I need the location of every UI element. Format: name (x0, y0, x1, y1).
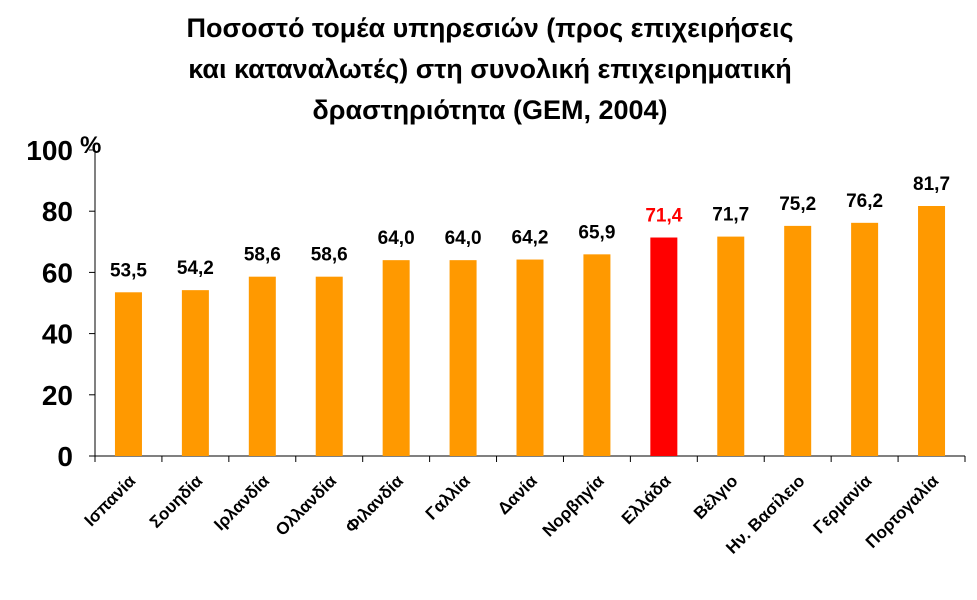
y-unit-label: % (80, 132, 101, 159)
bar (315, 276, 343, 456)
data-label: 71,7 (712, 205, 749, 226)
data-label: 54,2 (177, 258, 214, 279)
plot-area: 0 20 40 60 80 100 % 53,5 Ισπανία 54,2 Σουηδία 58,6 Ι… (26, 132, 966, 558)
x-category-label: Ιρλανδία (210, 471, 273, 534)
bar (583, 254, 611, 456)
x-category-label: Ελλάδα (618, 471, 675, 528)
y-tick-label: 40 (42, 319, 73, 350)
x-category-label: Φιλανδία (342, 471, 408, 537)
x-category-label: Γαλλία (422, 471, 475, 524)
y-tick-label: 0 (57, 441, 73, 472)
x-category-label: Γερμανία (809, 471, 875, 537)
bar (382, 260, 410, 456)
bar (918, 205, 946, 456)
x-category-label: Ολλανδία (272, 471, 340, 539)
bar (784, 225, 812, 456)
x-category-label: Ισπανία (81, 471, 140, 530)
data-label: 58,6 (244, 245, 281, 266)
x-category-label: Δανία (494, 471, 541, 518)
x-category-label: Βέλγιο (690, 471, 742, 523)
y-tick-label: 60 (42, 257, 73, 288)
x-category-label: Νορβηγία (539, 471, 608, 540)
chart-title-line: Ποσοστό τομέα υπηρεσιών (προς επιχειρήσε… (186, 13, 794, 43)
data-label: 76,2 (846, 191, 883, 212)
bar (516, 259, 544, 456)
bar (114, 292, 142, 456)
chart-title-line: δραστηριότητα (GEM, 2004) (312, 95, 668, 125)
bar (851, 222, 879, 456)
bar-highlight (650, 237, 678, 456)
x-category-label: Σουηδία (146, 471, 207, 532)
y-tick-label: 100 (26, 135, 73, 166)
bar (449, 260, 477, 456)
data-label: 81,7 (913, 174, 950, 195)
data-label: 75,2 (779, 194, 816, 215)
bar (181, 290, 209, 456)
chart-title: Ποσοστό τομέα υπηρεσιών (προς επιχειρήσε… (70, 8, 910, 131)
y-tick-label: 20 (42, 380, 73, 411)
bar (248, 276, 276, 456)
data-label: 65,9 (578, 222, 615, 243)
data-label: 53,5 (110, 260, 147, 281)
y-tick-label: 80 (42, 196, 73, 227)
data-label: 64,0 (445, 228, 482, 249)
data-label: 58,6 (311, 245, 348, 266)
x-category-label: Πορτογαλία (862, 471, 943, 552)
data-label: 71,4 (645, 206, 682, 227)
bar (717, 236, 745, 456)
data-label: 64,2 (512, 228, 549, 249)
data-label: 64,0 (378, 228, 415, 249)
chart-title-line: και καταναλωτές) στη συνολική επιχειρημα… (188, 54, 792, 84)
